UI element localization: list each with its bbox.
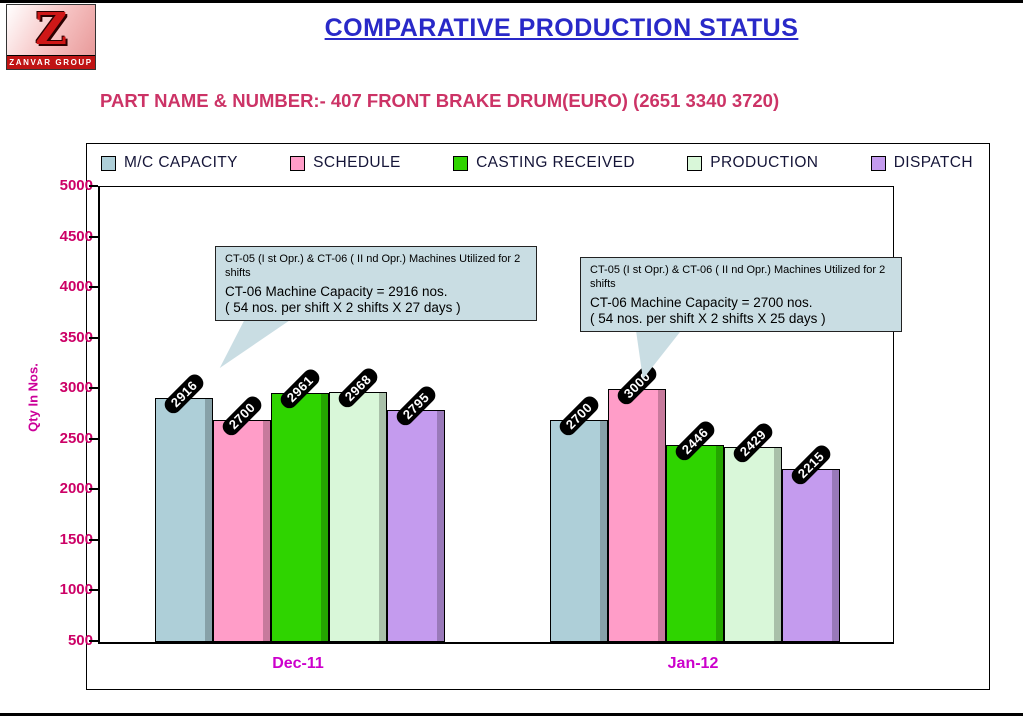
bar-dispatch-dec-11: 2795: [387, 383, 445, 642]
bar-schedule-jan-12: 3000: [608, 362, 666, 642]
legend-item-dispatch: DISPATCH: [870, 154, 973, 172]
bar-casting-received-dec-11: 2961: [271, 366, 329, 642]
bar-group-dec-11: 2916 2700 2961 2968 2795: [155, 187, 445, 642]
bar-value-label: 3000: [614, 362, 660, 408]
bar-3d-shade: [437, 410, 444, 641]
legend-item-casting-received: CASTING RECEIVED: [453, 154, 635, 172]
y-axis-tick-label: 1500: [59, 530, 93, 548]
bar-value-label: 2429: [730, 420, 776, 466]
top-border-line: [0, 0, 1023, 3]
bar-value-label: 2961: [277, 366, 323, 412]
logo-caption: ZANVAR GROUP: [7, 55, 95, 69]
legend-label: DISPATCH: [893, 154, 973, 171]
bar-3d-shade: [379, 393, 386, 641]
y-axis-tick-mark: [89, 589, 98, 592]
bar-value-label: 2446: [672, 418, 718, 464]
callout-line-2: CT-06 Machine Capacity = 2916 nos.: [225, 283, 448, 299]
y-axis-tick-mark: [89, 488, 98, 491]
legend-label: CASTING RECEIVED: [476, 154, 635, 171]
callout-line-3: ( 54 nos. per shift X 2 shifts X 27 days…: [225, 299, 461, 315]
legend-item-production: PRODUCTION: [687, 154, 818, 172]
legend-swatch: [687, 155, 703, 171]
legend-swatch: [101, 155, 116, 171]
y-axis-tick-label: 3000: [59, 379, 93, 397]
bar-value-label: 2968: [335, 365, 381, 411]
y-axis-tick-label: 4000: [59, 278, 93, 296]
logo-z-letter: Z: [34, 4, 68, 55]
bar-value-label: 2916: [161, 371, 207, 417]
callout-line-3: ( 54 nos. per shift X 2 shifts X 25 days…: [590, 310, 826, 326]
logo-box: Z: [7, 5, 95, 55]
bar-schedule-dec-11: 2700: [213, 392, 271, 642]
y-axis-tick-mark: [89, 437, 98, 440]
legend-swatch: [453, 155, 469, 171]
x-axis-category-label: Dec-11: [272, 655, 324, 672]
bar-m-c-capacity-dec-11: 2916: [155, 371, 213, 642]
callout-line-2: CT-06 Machine Capacity = 2700 nos.: [590, 294, 813, 310]
y-axis-tick-mark: [89, 286, 98, 289]
company-logo: Z ZANVAR GROUP: [6, 4, 96, 70]
callout-jan-12: CT-05 (I st Opr.) & CT-06 ( II nd Opr.) …: [580, 257, 902, 332]
bar-3d-shade: [321, 394, 328, 641]
page-title: COMPARATIVE PRODUCTION STATUS: [324, 14, 799, 42]
legend-item-schedule: SCHEDULE: [290, 154, 401, 172]
y-axis-tick-label: 4500: [59, 227, 93, 245]
bar-dispatch-jan-12: 2215: [782, 441, 840, 642]
y-axis-tick-label: 5000: [59, 177, 93, 194]
y-axis-tick-label: 500: [67, 632, 93, 649]
legend-label: PRODUCTION: [710, 154, 819, 171]
y-axis-tick-label: 2500: [59, 429, 93, 447]
legend-swatch: [290, 155, 306, 171]
part-name-subtitle: PART NAME & NUMBER:- 407 FRONT BRAKE DRU…: [100, 90, 780, 111]
bar-3d-shade: [658, 390, 665, 641]
y-axis-tick-mark: [89, 235, 98, 238]
bar-3d-shade: [832, 469, 839, 641]
bar-3d-shade: [263, 420, 270, 641]
x-axis-category-label: Jan-12: [667, 655, 719, 672]
y-axis-title: Qty In Nos.: [25, 363, 41, 432]
callout-line-1: CT-05 (I st Opr.) & CT-06 ( II nd Opr.) …: [225, 253, 521, 280]
callout-line-1: CT-05 (I st Opr.) & CT-06 ( II nd Opr.) …: [590, 264, 886, 291]
legend-item-m-c-capacity: M/C CAPACITY: [101, 154, 238, 172]
y-axis-tick-label: 3500: [59, 328, 93, 346]
legend-label: SCHEDULE: [313, 154, 401, 171]
legend-label: M/C CAPACITY: [124, 154, 238, 171]
bar-production-dec-11: 2968: [329, 365, 387, 642]
bottom-border-line: [0, 713, 1023, 716]
bar-value-label: 2700: [219, 392, 265, 439]
y-axis-tick-mark: [89, 185, 98, 187]
bar-3d-shade: [600, 420, 607, 641]
legend-swatch: [870, 155, 886, 171]
bar-group-jan-12: 2700 3000 2446 2429 2215: [550, 187, 840, 642]
y-axis-tick-mark: [89, 640, 98, 642]
bar-m-c-capacity-jan-12: 2700: [550, 392, 608, 642]
bar-3d-shade: [205, 398, 212, 641]
y-axis-tick-label: 1000: [59, 581, 93, 599]
chart-legend: M/C CAPACITY SCHEDULE CASTING RECEIVED PROD…: [101, 150, 973, 176]
y-axis-tick-mark: [89, 538, 98, 541]
bar-value-label: 2795: [393, 383, 439, 429]
bar-3d-shade: [774, 447, 781, 641]
y-axis-tick-mark: [89, 387, 98, 390]
y-axis-tick-mark: [89, 336, 98, 339]
callout-dec-11: CT-05 (I st Opr.) & CT-06 ( II nd Opr.) …: [215, 246, 537, 321]
bar-value-label: 2700: [556, 392, 602, 439]
bar-production-jan-12: 2429: [724, 420, 782, 642]
bar-3d-shade: [716, 446, 723, 641]
y-axis-tick-label: 2000: [59, 480, 93, 498]
chart-frame: M/C CAPACITY SCHEDULE CASTING RECEIVED PROD…: [60, 143, 990, 690]
bar-casting-received-jan-12: 2446: [666, 418, 724, 642]
bar-value-label: 2215: [788, 441, 834, 488]
